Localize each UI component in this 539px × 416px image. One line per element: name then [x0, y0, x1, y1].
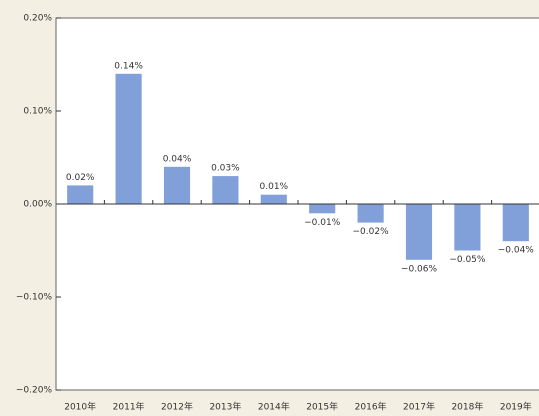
bar — [67, 185, 94, 204]
value-label: −0.01% — [304, 218, 341, 228]
value-label: −0.02% — [353, 227, 390, 237]
bar — [260, 194, 287, 204]
y-tick-label: 0.00% — [23, 200, 52, 210]
value-label: 0.03% — [211, 164, 240, 174]
value-label: 0.01% — [260, 182, 289, 192]
x-tick-label: 2010年 — [64, 401, 96, 413]
x-tick-label: 2016年 — [355, 401, 387, 413]
value-label: 0.04% — [163, 154, 192, 164]
y-tick-label: −0.20% — [16, 386, 53, 396]
x-tick-label: 2018年 — [451, 401, 483, 413]
x-tick-label: 2017年 — [403, 401, 435, 413]
value-label: −0.06% — [401, 264, 438, 274]
x-tick-label: 2014年 — [258, 401, 290, 413]
bar — [212, 176, 239, 204]
y-tick-label: 0.10% — [23, 107, 52, 117]
bar — [115, 73, 142, 204]
y-tick-label: 0.20% — [23, 14, 52, 24]
x-tick-label: 2015年 — [306, 401, 338, 413]
value-label: 0.14% — [114, 61, 143, 71]
x-tick-label: 2011年 — [113, 401, 145, 413]
x-tick-label: 2013年 — [209, 401, 241, 413]
bar — [163, 166, 191, 204]
value-label: −0.05% — [449, 255, 486, 265]
bar — [357, 204, 384, 223]
y-tick-label: −0.10% — [16, 293, 53, 303]
bar — [454, 204, 481, 251]
bar — [309, 204, 336, 214]
bar — [502, 204, 529, 242]
x-tick-label: 2019年 — [500, 401, 532, 413]
bar — [405, 204, 433, 260]
value-label: 0.02% — [66, 173, 95, 183]
x-tick-label: 2012年 — [161, 401, 193, 413]
value-label: −0.04% — [498, 246, 535, 256]
